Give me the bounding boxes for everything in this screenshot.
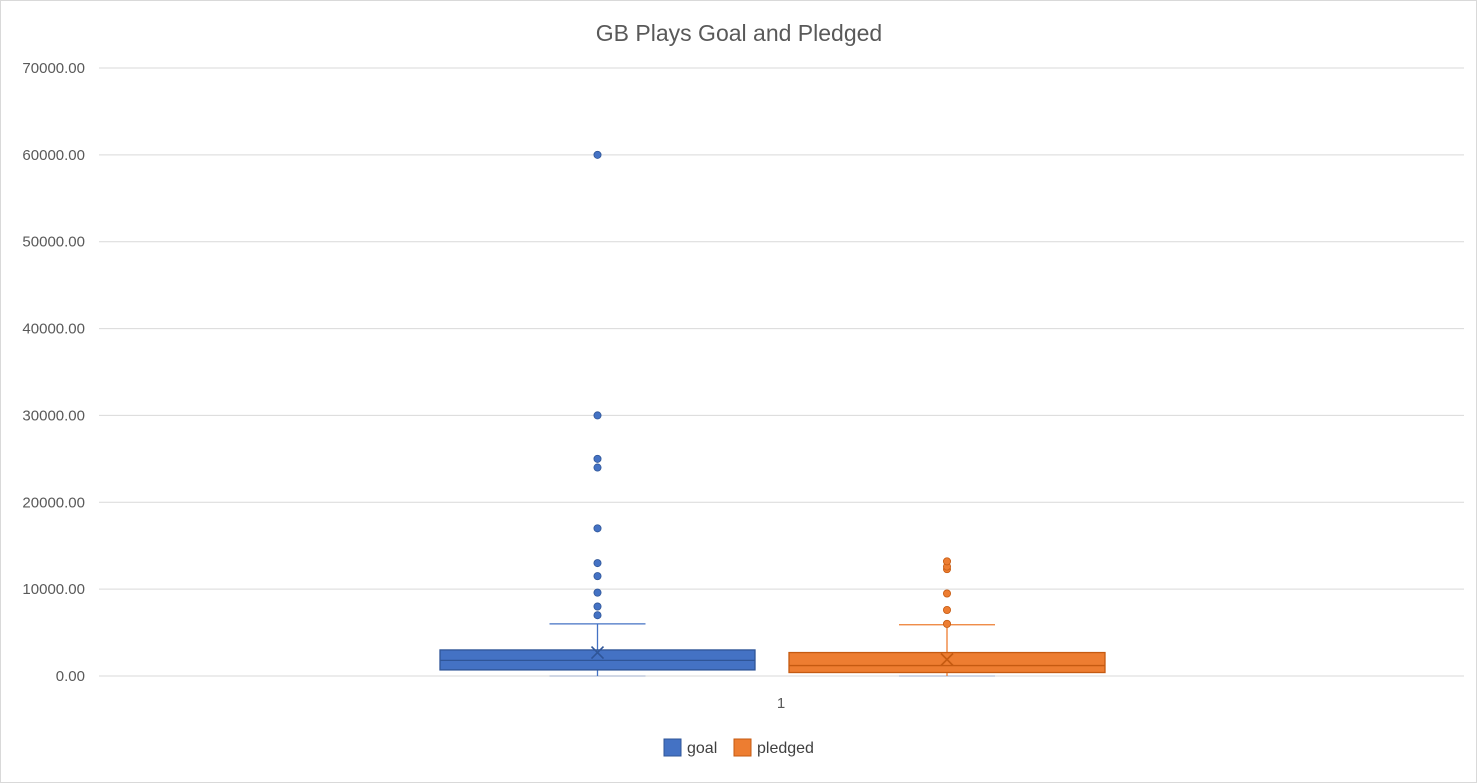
legend-swatch-pledged [733, 738, 752, 757]
outlier-point [593, 524, 602, 533]
outlier-point [593, 150, 602, 159]
outlier-point [593, 588, 602, 597]
y-tick-label: 0.00 [56, 668, 85, 685]
y-tick-label: 50000.00 [22, 234, 85, 251]
legend: goal pledged [663, 738, 814, 757]
y-tick-label: 60000.00 [22, 147, 85, 164]
y-tick-label: 40000.00 [22, 321, 85, 338]
box-iqr [788, 651, 1106, 674]
mean-marker [590, 645, 605, 660]
box-series [439, 150, 1106, 677]
outlier-point [593, 454, 602, 463]
outlier-point [943, 605, 952, 614]
x-category-label: 1 [777, 695, 785, 712]
legend-label-goal: goal [687, 740, 717, 757]
y-tick-label: 30000.00 [22, 407, 85, 424]
y-tick-label: 10000.00 [22, 581, 85, 598]
box-goal [439, 150, 756, 677]
outlier-point [593, 411, 602, 420]
mean-marker [940, 652, 954, 667]
outlier-point [593, 611, 602, 620]
y-tick-label: 20000.00 [22, 494, 85, 511]
box-pledged [788, 557, 1106, 677]
outlier-point [593, 463, 602, 472]
chart-title: GB Plays Goal and Pledged [596, 20, 882, 46]
outlier-point [943, 589, 952, 598]
gridlines [99, 67, 1464, 677]
outlier-point [593, 559, 602, 568]
outlier-point [593, 602, 602, 611]
legend-label-pledged: pledged [757, 740, 814, 757]
y-tick-label: 70000.00 [22, 60, 85, 77]
legend-swatch-goal [663, 738, 682, 757]
outlier-point [943, 557, 952, 566]
outlier-point [593, 572, 602, 581]
outlier-point [943, 619, 952, 628]
y-axis-tick-labels: 0.00 10000.00 20000.00 30000.00 40000.00 5000… [22, 60, 85, 685]
